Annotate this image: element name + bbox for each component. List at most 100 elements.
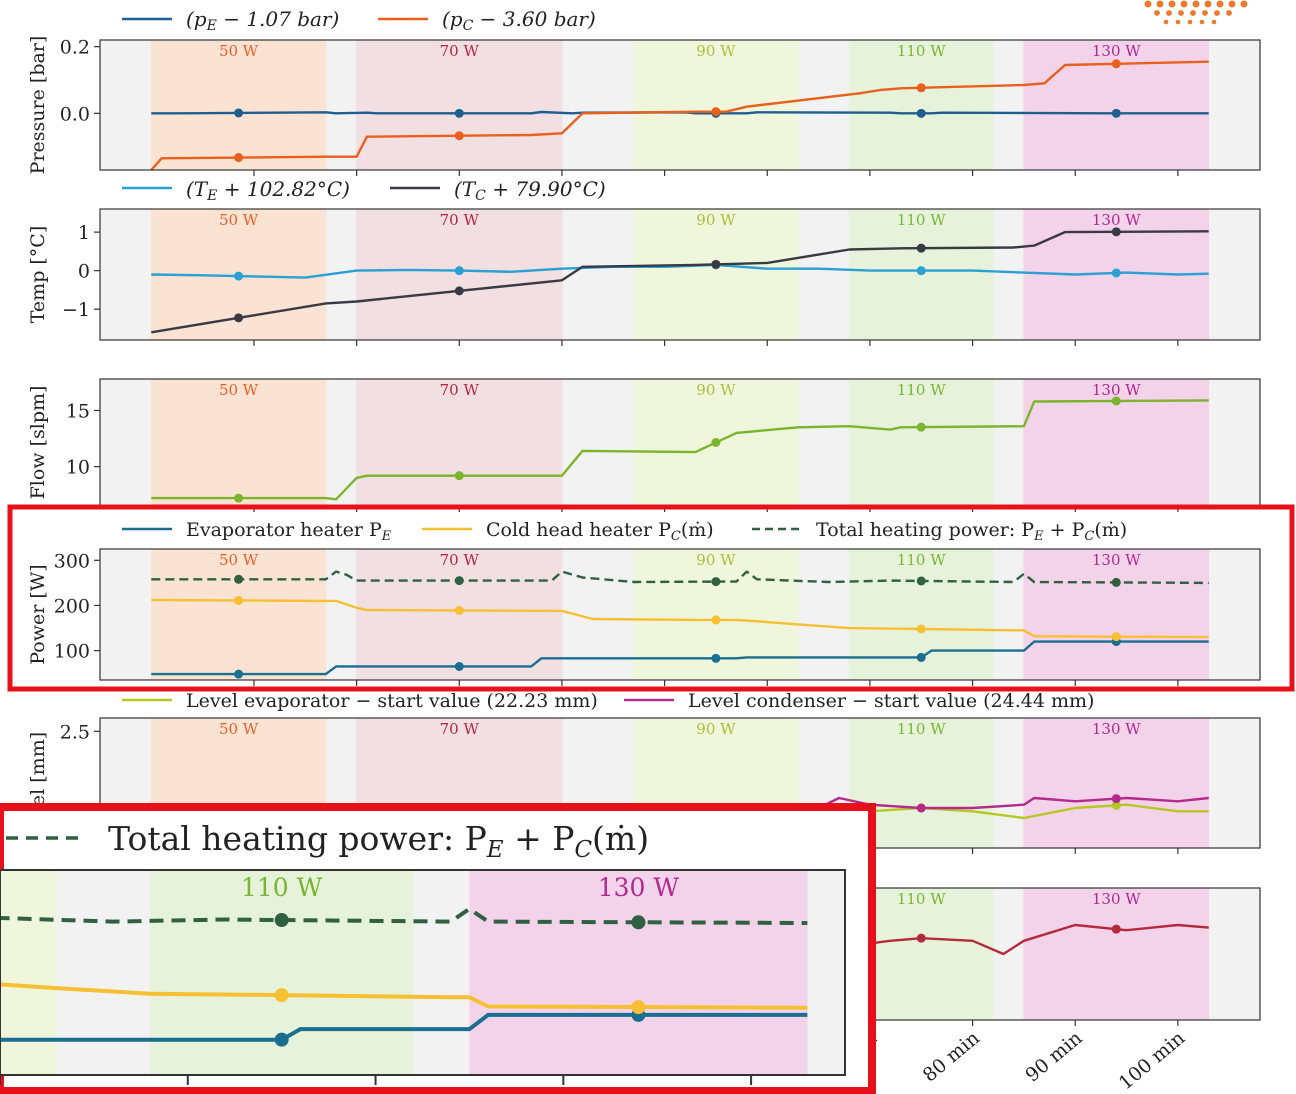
panel-temp: 50 W 70 W 90 W 110 W 130 W 1 0 −1 Temp [°C] (27, 208, 1261, 346)
marker-pressure-0-0 (234, 108, 244, 118)
ytick-label-temp-1: 0 (78, 261, 90, 283)
band-label-temp-1: 70 W (440, 211, 480, 229)
svg-text:(pC − 3.60 bar): (pC − 3.60 bar) (442, 7, 596, 34)
marker-power-2-1 (454, 576, 464, 586)
ylabel-power: Power [W] (27, 564, 49, 664)
series-line-pressure-1 (150, 60, 1209, 171)
band-label-bottom-3: 110 W (897, 890, 946, 908)
power-legend: Evaporator heater PE Cold head heater PC… (122, 519, 1127, 544)
logo-dot (1190, 10, 1196, 16)
ytick-label-temp-2: −1 (62, 299, 90, 321)
band-label-temp-2: 90 W (696, 211, 736, 229)
marker-power-2-4 (1111, 577, 1121, 587)
power-legend-pc: Cold head heater P (486, 519, 671, 541)
marker-power-0-1 (454, 661, 464, 671)
zoom-band-0 (0, 870, 57, 1075)
ytick-label-level-0: 2.5 (60, 721, 90, 743)
marker-temp-1-1 (454, 286, 464, 296)
level-legend-evap: Level evaporator − start value (22.23 mm… (186, 690, 598, 712)
marker-level-1-4 (1111, 794, 1121, 804)
marker-flow-0-4 (1111, 396, 1121, 406)
panel-flow: 50 W 70 W 90 W 110 W 130 W 15 10 Flow [slpm] (27, 378, 1261, 512)
logo-dot (1156, 0, 1164, 8)
band-flow-3 (848, 378, 994, 507)
zoom-legend-text: Total heating power: P (108, 819, 487, 858)
zoom-marker-1-1 (631, 1000, 646, 1015)
marker-temp-0-3 (916, 266, 926, 276)
series-line-power-2 (151, 570, 1209, 585)
band-label-pressure-0: 50 W (219, 42, 259, 60)
band-temp-2 (633, 208, 799, 341)
band-label-level-3: 110 W (897, 720, 946, 738)
zoom-plot: 110 W 130 W (0, 869, 846, 1085)
svg-text:Cold head heater PC(ṁ): Cold head heater PC(ṁ) (486, 519, 714, 544)
svg-text:(pE − 1.07 bar): (pE − 1.07 bar) (186, 7, 339, 34)
logo-dot (1211, 19, 1217, 25)
marker-power-2-2 (711, 577, 721, 587)
marker-pressure-1-2 (711, 107, 721, 117)
xtick-label-1: 80 min (919, 1027, 984, 1087)
band-label-power-1: 70 W (440, 551, 480, 569)
zoom-marker-0-0 (274, 1032, 289, 1047)
band-label-pressure-4: 130 W (1092, 42, 1141, 60)
series-line-temp-1 (151, 230, 1209, 334)
svg-text:(TC + 79.90°C): (TC + 79.90°C) (454, 177, 606, 204)
band-label-pressure-1: 70 W (440, 42, 480, 60)
marker-power-2-0 (234, 574, 244, 584)
ytick-label-temp-0: 1 (78, 222, 90, 244)
logo-dot (1178, 10, 1184, 16)
pressure-legend-pc: (p (442, 7, 463, 31)
logo-dot (1175, 19, 1181, 25)
zoom-series (0, 906, 808, 1047)
band-label-power-3: 110 W (897, 551, 946, 569)
svg-text:Evaporator heater PE: Evaporator heater PE (186, 519, 392, 544)
marker-power-1-3 (916, 624, 926, 634)
band-label-power-2: 90 W (696, 551, 736, 569)
band-label-pressure-2: 90 W (696, 42, 736, 60)
pressure-legend: (pE − 1.07 bar) (pC − 3.60 bar) (122, 7, 596, 34)
band-label-level-2: 90 W (696, 720, 736, 738)
logo-dots (1144, 0, 1248, 25)
ytick-label-pressure-1: 0.0 (60, 103, 90, 125)
marker-bottom-0-4 (1111, 924, 1121, 934)
marker-temp-1-3 (916, 243, 926, 253)
band-label-temp-0: 50 W (219, 211, 259, 229)
logo-dot (1168, 0, 1176, 8)
marker-flow-0-0 (234, 493, 244, 503)
marker-temp-0-4 (1111, 268, 1121, 278)
band-label-flow-1: 70 W (440, 381, 480, 399)
logo-dot (1204, 0, 1212, 8)
marker-temp-1-0 (234, 313, 244, 323)
band-label-flow-0: 50 W (219, 381, 259, 399)
ylabel-pressure: Pressure [bar] (27, 36, 49, 175)
marker-pressure-0-3 (916, 108, 926, 118)
zoom-frame (0, 869, 846, 1076)
logo-dot (1180, 0, 1188, 8)
zoom-marker-1-0 (274, 988, 289, 1003)
band-power-4 (1023, 548, 1210, 681)
ytick-label-flow-0: 15 (66, 400, 90, 422)
band-pressure-0 (150, 39, 327, 171)
band-label-power-0: 50 W (219, 551, 259, 569)
marker-power-1-4 (1111, 632, 1121, 642)
band-label-power-4: 130 W (1092, 551, 1141, 569)
marker-pressure-0-4 (1111, 108, 1121, 118)
zoom-marker-2-1 (631, 915, 646, 930)
logo-dot (1192, 0, 1200, 8)
temp-legend-tc: (T (454, 177, 477, 201)
band-pressure-3 (848, 39, 994, 171)
band-level-4 (1023, 717, 1210, 849)
band-bottom-4 (1023, 887, 1210, 1021)
panels: 50 W 70 W 90 W 110 W 130 W 0.2 0.0 Pressure [ba… (27, 36, 1261, 1026)
marker-power-0-3 (916, 652, 926, 662)
marker-power-0-2 (711, 653, 721, 663)
ylabel-flow: Flow [slpm] (27, 386, 49, 500)
power-legend-pe: Evaporator heater P (186, 519, 382, 541)
band-flow-0 (150, 378, 327, 507)
marker-flow-0-3 (916, 422, 926, 432)
ytick-label-pressure-0: 0.2 (60, 37, 90, 59)
marker-power-1-2 (711, 615, 721, 625)
marker-level-0-4 (1111, 800, 1121, 810)
series-line-power-0 (151, 640, 1209, 676)
highlight-box-power (7, 504, 1295, 692)
